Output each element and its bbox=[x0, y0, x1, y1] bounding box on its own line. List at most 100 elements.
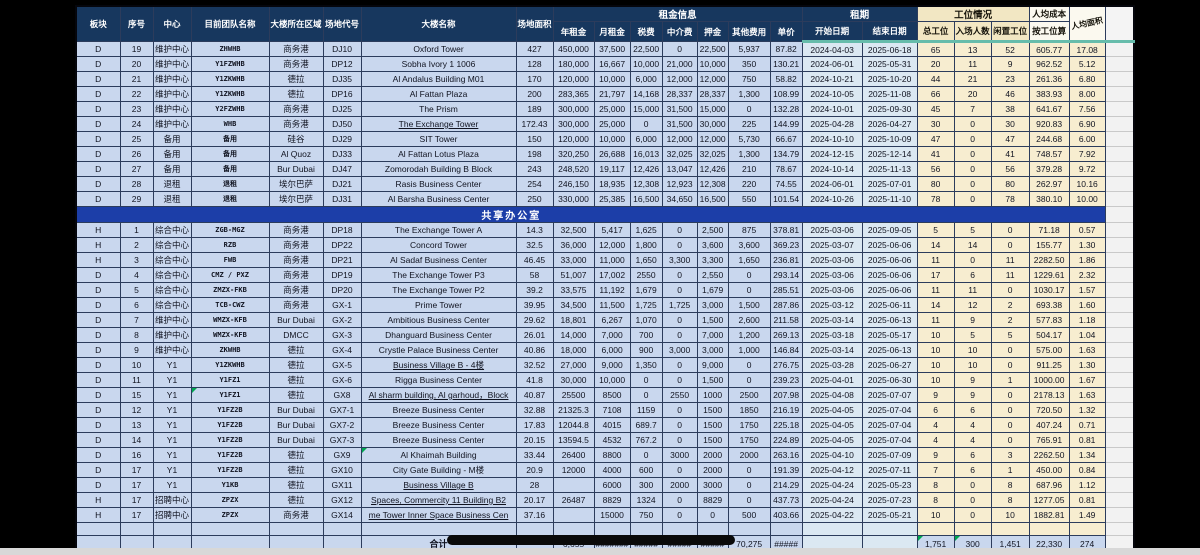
cell-monthly[interactable]: 11,500 bbox=[593, 297, 631, 313]
cell-unit[interactable]: 293.14 bbox=[769, 267, 803, 283]
header-seats_idle[interactable]: 闲置工位 bbox=[990, 21, 1030, 43]
cell-tax[interactable]: 6,000 bbox=[629, 71, 663, 87]
cell-area[interactable]: Bur Dubai bbox=[268, 161, 324, 177]
cell-area_pp[interactable]: 0.57 bbox=[1068, 222, 1106, 238]
cell-seats_in[interactable]: 21 bbox=[953, 71, 992, 87]
cell-no[interactable]: 14 bbox=[119, 432, 154, 448]
cell-deposit[interactable]: 3000 bbox=[696, 477, 729, 493]
cell-team[interactable]: Y1FZ1 bbox=[190, 372, 270, 388]
cell-team[interactable]: Y1ZKWHB bbox=[190, 86, 270, 102]
cell-size[interactable]: 20.9 bbox=[515, 462, 554, 478]
cell-seats_in[interactable]: 11 bbox=[953, 56, 992, 72]
cell-blank[interactable] bbox=[1104, 131, 1135, 147]
header-building[interactable]: 大楼名称 bbox=[360, 5, 517, 42]
cell-no[interactable]: 6 bbox=[119, 297, 154, 313]
cell-other[interactable]: 2000 bbox=[727, 447, 771, 463]
cell-annual[interactable]: 283,365 bbox=[552, 86, 595, 102]
cell-other[interactable]: 1750 bbox=[727, 417, 771, 433]
cell-unit[interactable]: 236.81 bbox=[769, 252, 803, 268]
header-start[interactable]: 开始日期 bbox=[801, 21, 863, 43]
cell-team[interactable]: RZB bbox=[190, 237, 270, 253]
cell-deposit[interactable]: 9,000 bbox=[696, 357, 729, 373]
cell-start[interactable]: 2025-04-12 bbox=[801, 462, 863, 478]
cell-seats_in[interactable] bbox=[953, 522, 992, 536]
cell-seats_idle[interactable]: 2 bbox=[990, 312, 1030, 328]
header-code[interactable]: 场地代号 bbox=[322, 5, 362, 42]
header-end[interactable]: 结束日期 bbox=[861, 21, 918, 43]
cell-blank[interactable] bbox=[1104, 312, 1135, 328]
cell-building[interactable]: Al Barsha Business Center bbox=[360, 191, 517, 207]
cell-monthly[interactable]: 6,267 bbox=[593, 312, 631, 328]
cell-monthly[interactable]: 4532 bbox=[593, 432, 631, 448]
cell-blank[interactable] bbox=[1104, 282, 1135, 298]
cell-team[interactable]: FWB bbox=[190, 252, 270, 268]
cell-annual[interactable] bbox=[552, 477, 595, 493]
cell-code[interactable]: DJ21 bbox=[322, 176, 362, 192]
cell-area_pp[interactable]: 1.49 bbox=[1068, 507, 1106, 523]
cell-section[interactable]: D bbox=[75, 477, 121, 493]
cell-center[interactable]: 招聘中心 bbox=[152, 507, 192, 523]
cell-agency[interactable]: 0 bbox=[661, 327, 698, 343]
cell-seats_idle[interactable]: 78 bbox=[990, 191, 1030, 207]
cell-team[interactable]: CMZ / PXZ bbox=[190, 267, 270, 283]
cell-unit[interactable]: 263.16 bbox=[769, 447, 803, 463]
cell-start[interactable]: 2025-03-06 bbox=[801, 267, 863, 283]
cell-building[interactable]: Oxford Tower bbox=[360, 41, 517, 57]
cell-seats_in[interactable]: 6 bbox=[953, 462, 992, 478]
cell-seats_in[interactable]: 5 bbox=[953, 222, 992, 238]
cell-area[interactable]: Bur Dubai bbox=[268, 432, 324, 448]
cell-annual[interactable]: 36,000 bbox=[552, 237, 595, 253]
group-header-seat-status[interactable]: 工位情况 bbox=[916, 5, 1030, 22]
cell-seats_in[interactable]: 0 bbox=[953, 492, 992, 508]
cell-section[interactable]: D bbox=[75, 161, 121, 177]
cell-end[interactable]: 2025-10-20 bbox=[861, 71, 918, 87]
cell-per_seat[interactable]: 244.68 bbox=[1028, 131, 1070, 147]
cell-seats_in[interactable]: 0 bbox=[953, 161, 992, 177]
group-header-rent-info[interactable]: 租金信息 bbox=[552, 5, 803, 22]
cell-seats_idle[interactable]: 0 bbox=[990, 432, 1030, 448]
cell-size[interactable]: 189 bbox=[515, 101, 554, 117]
cell-size[interactable]: 32.5 bbox=[515, 237, 554, 253]
cell-section[interactable]: D bbox=[75, 342, 121, 358]
cell-annual[interactable]: 30,000 bbox=[552, 372, 595, 388]
cell-monthly[interactable]: 25,385 bbox=[593, 191, 631, 207]
cell-seats_total[interactable]: 14 bbox=[916, 297, 955, 313]
cell-area_pp[interactable]: 17.08 bbox=[1068, 41, 1106, 57]
cell-deposit[interactable]: 3,300 bbox=[696, 252, 729, 268]
cell-seats_in[interactable]: 9 bbox=[953, 312, 992, 328]
cell-other[interactable]: 875 bbox=[727, 222, 771, 238]
cell-area_pp[interactable]: 1.04 bbox=[1068, 327, 1106, 343]
cell-center[interactable]: Y1 bbox=[152, 432, 192, 448]
cell-no[interactable]: 12 bbox=[119, 402, 154, 418]
cell-tax[interactable]: 900 bbox=[629, 342, 663, 358]
cell-team[interactable]: Y1ZKWHB bbox=[190, 357, 270, 373]
cell-deposit[interactable]: 1000 bbox=[696, 387, 729, 403]
cell-agency[interactable]: 31,500 bbox=[661, 101, 698, 117]
cell-area_pp[interactable]: 1.63 bbox=[1068, 342, 1106, 358]
header-other[interactable]: 其他费用 bbox=[727, 21, 771, 42]
cell-other[interactable]: 1850 bbox=[727, 402, 771, 418]
cell-seats_in[interactable]: 4 bbox=[953, 432, 992, 448]
cell-team[interactable]: Y1FZWHB bbox=[190, 56, 270, 72]
cell-no[interactable]: 24 bbox=[119, 116, 154, 132]
cell-deposit[interactable]: 32,025 bbox=[696, 146, 729, 162]
cell-start[interactable]: 2025-04-01 bbox=[801, 372, 863, 388]
cell-other[interactable]: 2500 bbox=[727, 387, 771, 403]
cell-section[interactable]: D bbox=[75, 462, 121, 478]
cell-annual[interactable]: 120,000 bbox=[552, 71, 595, 87]
cell-monthly[interactable]: 4000 bbox=[593, 462, 631, 478]
cell-section[interactable]: D bbox=[75, 402, 121, 418]
cell-per_seat[interactable]: 1030.17 bbox=[1028, 282, 1070, 298]
cell-annual[interactable]: 33,575 bbox=[552, 282, 595, 298]
cell-deposit[interactable]: 28,337 bbox=[696, 86, 729, 102]
cell-center[interactable]: Y1 bbox=[152, 477, 192, 493]
cell-blank[interactable] bbox=[1104, 522, 1135, 536]
cell-area_pp[interactable]: 0.81 bbox=[1068, 432, 1106, 448]
cell-seats_total[interactable]: 8 bbox=[916, 492, 955, 508]
cell-no[interactable]: 22 bbox=[119, 86, 154, 102]
cell-monthly[interactable]: 26,688 bbox=[593, 146, 631, 162]
cell-size[interactable]: 200 bbox=[515, 86, 554, 102]
cell-code[interactable]: GX10 bbox=[322, 462, 362, 478]
cell-end[interactable]: 2025-06-30 bbox=[861, 372, 918, 388]
cell-agency[interactable]: 0 bbox=[661, 507, 698, 523]
